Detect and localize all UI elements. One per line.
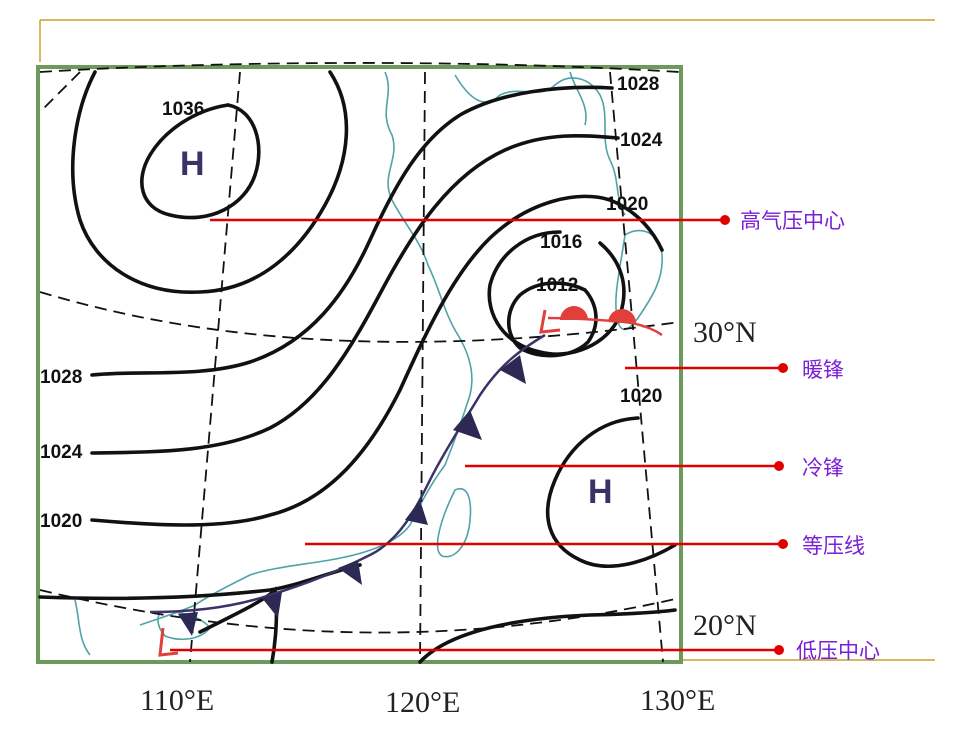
warm-front-bump [608, 308, 637, 324]
annotations: 高气压中心 暖锋 冷锋 等压线 低压中心 [170, 209, 880, 663]
isobar-1032 [71, 70, 349, 294]
annotation-isobar: 等压线 [305, 534, 865, 558]
weather-map: H H 1036 1028 1024 1020 1016 1012 1028 1… [36, 62, 757, 719]
annotation-cold-front: 冷锋 [465, 456, 844, 480]
annotation-dot [774, 645, 784, 655]
isobar-label: 1012 [536, 275, 578, 296]
lon-label-120e: 120°E [385, 686, 460, 719]
annotation-label-low-center: 低压中心 [796, 639, 880, 663]
isobar-1020-west [90, 194, 664, 527]
isobar-1016 [487, 230, 626, 356]
lon-label-130e: 130°E [640, 684, 715, 717]
cold-front-barb [338, 560, 362, 585]
isobars [38, 70, 677, 664]
isobar-1020-east [546, 416, 677, 568]
annotation-label-high-center: 高气压中心 [740, 209, 845, 233]
isobar-1024-west [90, 133, 620, 455]
annotation-high-center: 高气压中心 [210, 209, 845, 233]
annotation-dot [774, 461, 784, 471]
annotation-warm-front: 暖锋 [625, 358, 844, 382]
isobar-1028-west [90, 85, 614, 377]
isobar-label: 1020 [606, 194, 648, 215]
lon-label-110e: 110°E [140, 684, 214, 717]
isobar-label: 1028 [617, 74, 659, 95]
isobar-1012 [507, 281, 598, 358]
annotation-dot [778, 363, 788, 373]
isobar-label: 1020 [40, 511, 82, 532]
cold-front-barb [453, 410, 482, 440]
isobar-label: 1028 [40, 367, 82, 388]
annotation-label-cold-front: 冷锋 [802, 456, 844, 480]
cold-front [149, 333, 546, 636]
annotation-low-center: 低压中心 [170, 639, 880, 663]
isobar-label: 1024 [620, 130, 663, 151]
low-symbol-north [539, 309, 561, 334]
isobar-labels: 1036 1028 1024 1020 1016 1012 1028 1020 … [40, 74, 663, 532]
high-marker-east: H [588, 473, 613, 511]
isobar-south-east [418, 608, 677, 664]
isobar-1036 [140, 103, 261, 220]
lat-label-30n: 30°N [693, 316, 757, 349]
isobar-label: 1016 [540, 232, 582, 253]
lat-label-20n: 20°N [693, 609, 757, 642]
low-symbol-south [158, 627, 179, 657]
isobar-label: 1024 [40, 442, 83, 463]
isobar-label: 1020 [620, 386, 662, 407]
annotation-dot [778, 539, 788, 549]
cold-front-barb [262, 592, 282, 618]
cold-front-barb [178, 612, 198, 636]
warm-front [547, 306, 663, 337]
annotation-dot [720, 215, 730, 225]
isobar-label: 1036 [162, 99, 204, 120]
annotation-label-warm-front: 暖锋 [802, 358, 844, 382]
annotation-label-isobar: 等压线 [802, 534, 865, 558]
isobar-south-low [198, 586, 279, 664]
high-marker-north: H [180, 145, 205, 183]
warm-front-bump [560, 306, 588, 320]
cold-front-barb [405, 500, 428, 525]
cold-front-barb [500, 355, 526, 384]
